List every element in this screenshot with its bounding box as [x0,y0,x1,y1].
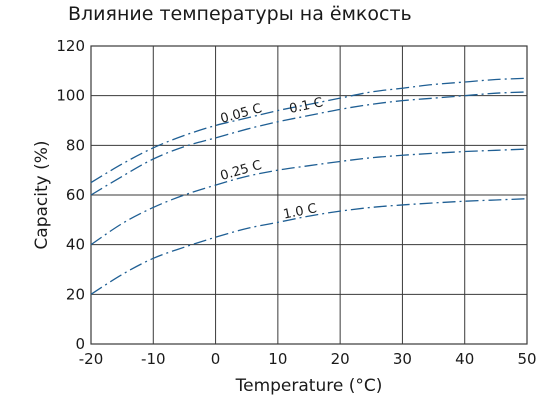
series-curves [90,77,528,295]
y-axis-label: Capacity (%) [32,140,52,249]
y-tick-label: 120 [56,37,85,55]
series-label: 0.1 C [288,95,324,117]
series-line-1 [90,91,528,196]
x-tick-label: 50 [517,350,536,368]
x-tick-label: 20 [331,350,350,368]
chart-title: Влияние температуры на ёмкость [68,3,412,25]
y-tick-label: 100 [56,87,85,105]
y-tick-label: 80 [66,136,85,154]
series-label: 0.05 C [219,101,264,127]
series-label: 0.25 C [219,158,264,184]
x-tick-label: 30 [393,350,412,368]
grid [90,45,528,345]
series-label: 1.0 C [282,201,318,222]
series-labels: 0.05 C 0.1 C 0.25 C 1.0 C [219,95,325,222]
y-tick-label: 60 [66,186,85,204]
x-tick-label: -20 [79,350,104,368]
x-tick-label: -10 [141,350,166,368]
y-tick-label: 40 [66,236,85,254]
x-axis-ticks: -20 -10 0 10 20 30 40 50 [79,350,537,368]
y-tick-label: 0 [75,335,85,353]
y-axis-ticks: 0 20 40 60 80 100 120 [56,37,85,353]
x-axis-label: Temperature (°C) [235,376,383,396]
x-tick-label: 0 [211,350,221,368]
x-tick-label: 40 [455,350,474,368]
series-line-3 [90,198,528,295]
series-line-0 [90,77,528,184]
series-line-2 [90,148,528,246]
y-tick-label: 20 [66,285,85,303]
x-tick-label: 10 [268,350,287,368]
